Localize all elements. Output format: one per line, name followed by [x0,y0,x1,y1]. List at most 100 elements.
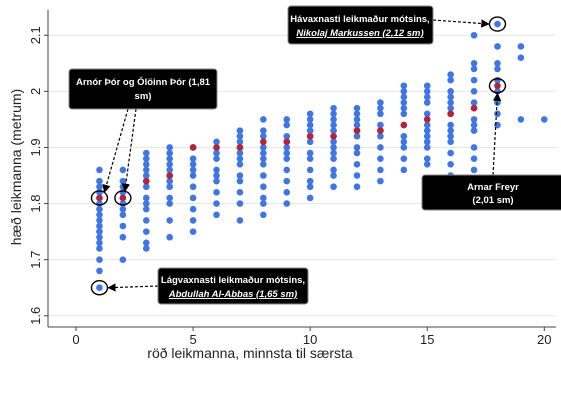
data-point [96,217,103,224]
data-point [213,138,220,146]
data-point [447,149,454,157]
data-point [494,110,501,118]
data-point [306,116,314,123]
annotation-callouts: Hávaxnasti leikmaður mótsins, Nikolaj Ma… [68,5,561,305]
callout-arnar: Arnar Freyr (2,01 sm) [421,174,561,211]
x-tick-label: 15 [420,332,434,347]
data-point [213,166,220,174]
data-point [236,155,244,162]
median-point [423,116,431,123]
median-point [213,144,220,151]
data-point [166,194,173,202]
data-point [189,160,197,168]
data-point [423,93,431,101]
annotation-arrow [102,108,129,194]
median-point [377,127,384,134]
data-point [306,110,314,118]
data-point [119,200,127,207]
median-point [353,127,361,134]
data-point [353,172,361,179]
y-tick-label: 1.8 [28,195,43,213]
data-point [189,228,197,235]
data-point [377,104,384,112]
data-point [400,138,408,146]
data-point [400,166,408,174]
x-tick-label: 20 [537,332,551,347]
data-point [166,177,173,185]
data-point [260,116,267,123]
tick-labels: 1.6 1.7 1.8 1.9 2 2.1 0 5 10 15 20 [28,26,552,347]
data-point [142,172,150,179]
data-point [189,166,197,174]
data-point [423,88,431,95]
data-point [236,200,244,207]
y-tick-label: 1.6 [28,307,43,325]
data-point [330,183,337,191]
median-point [142,177,150,185]
data-point [96,239,103,247]
data-point [119,211,127,219]
data-point [306,149,314,157]
data-point [96,233,103,241]
data-point [447,138,454,146]
data-point [400,82,408,90]
data-point [377,99,384,106]
data-point [494,88,501,95]
data-point [119,205,127,213]
x-tick-label: 5 [189,332,196,347]
median-point [447,110,454,118]
data-point [447,93,454,101]
data-point [283,149,291,157]
callout-box [68,68,218,110]
data-point [447,160,454,168]
median-point [306,132,314,140]
data-point [400,88,408,95]
data-point [189,217,197,224]
callout-line-2: Abdullah Al-Abbas (1,65 sm) [168,289,297,300]
data-point [330,144,337,151]
data-point [353,132,361,140]
data-point [377,177,384,185]
data-point [447,71,454,78]
data-point [306,127,314,134]
data-point [96,189,103,196]
data-point [423,82,431,90]
data-point [283,200,291,207]
player-points [96,20,548,292]
data-point [283,116,291,123]
data-point [400,144,408,151]
x-axis-label: röð leikmanna, minnsta til særsta [147,345,353,361]
data-point [260,155,267,162]
data-point [306,183,314,191]
data-point [447,132,454,140]
data-point [96,211,103,219]
data-point [330,166,337,174]
data-point [260,132,267,140]
data-point [470,76,478,84]
data-point [236,189,244,196]
data-point [447,88,454,95]
data-point [189,194,197,202]
data-point [423,160,431,168]
median-point [330,132,337,140]
data-point [142,166,150,174]
y-tick-label: 2 [28,88,43,95]
data-point [494,60,501,67]
data-point [142,217,150,224]
data-point [423,138,431,146]
data-point [189,155,197,162]
data-point [96,267,103,275]
y-tick-label: 1.7 [28,251,43,269]
data-point [494,65,501,73]
data-point [96,284,103,292]
data-point [377,166,384,174]
data-point [306,166,314,174]
data-point [236,127,244,134]
data-point [283,177,291,185]
data-point [166,217,173,224]
data-point [119,222,127,230]
data-point [306,155,314,162]
data-point [470,166,478,174]
data-point [540,116,548,123]
